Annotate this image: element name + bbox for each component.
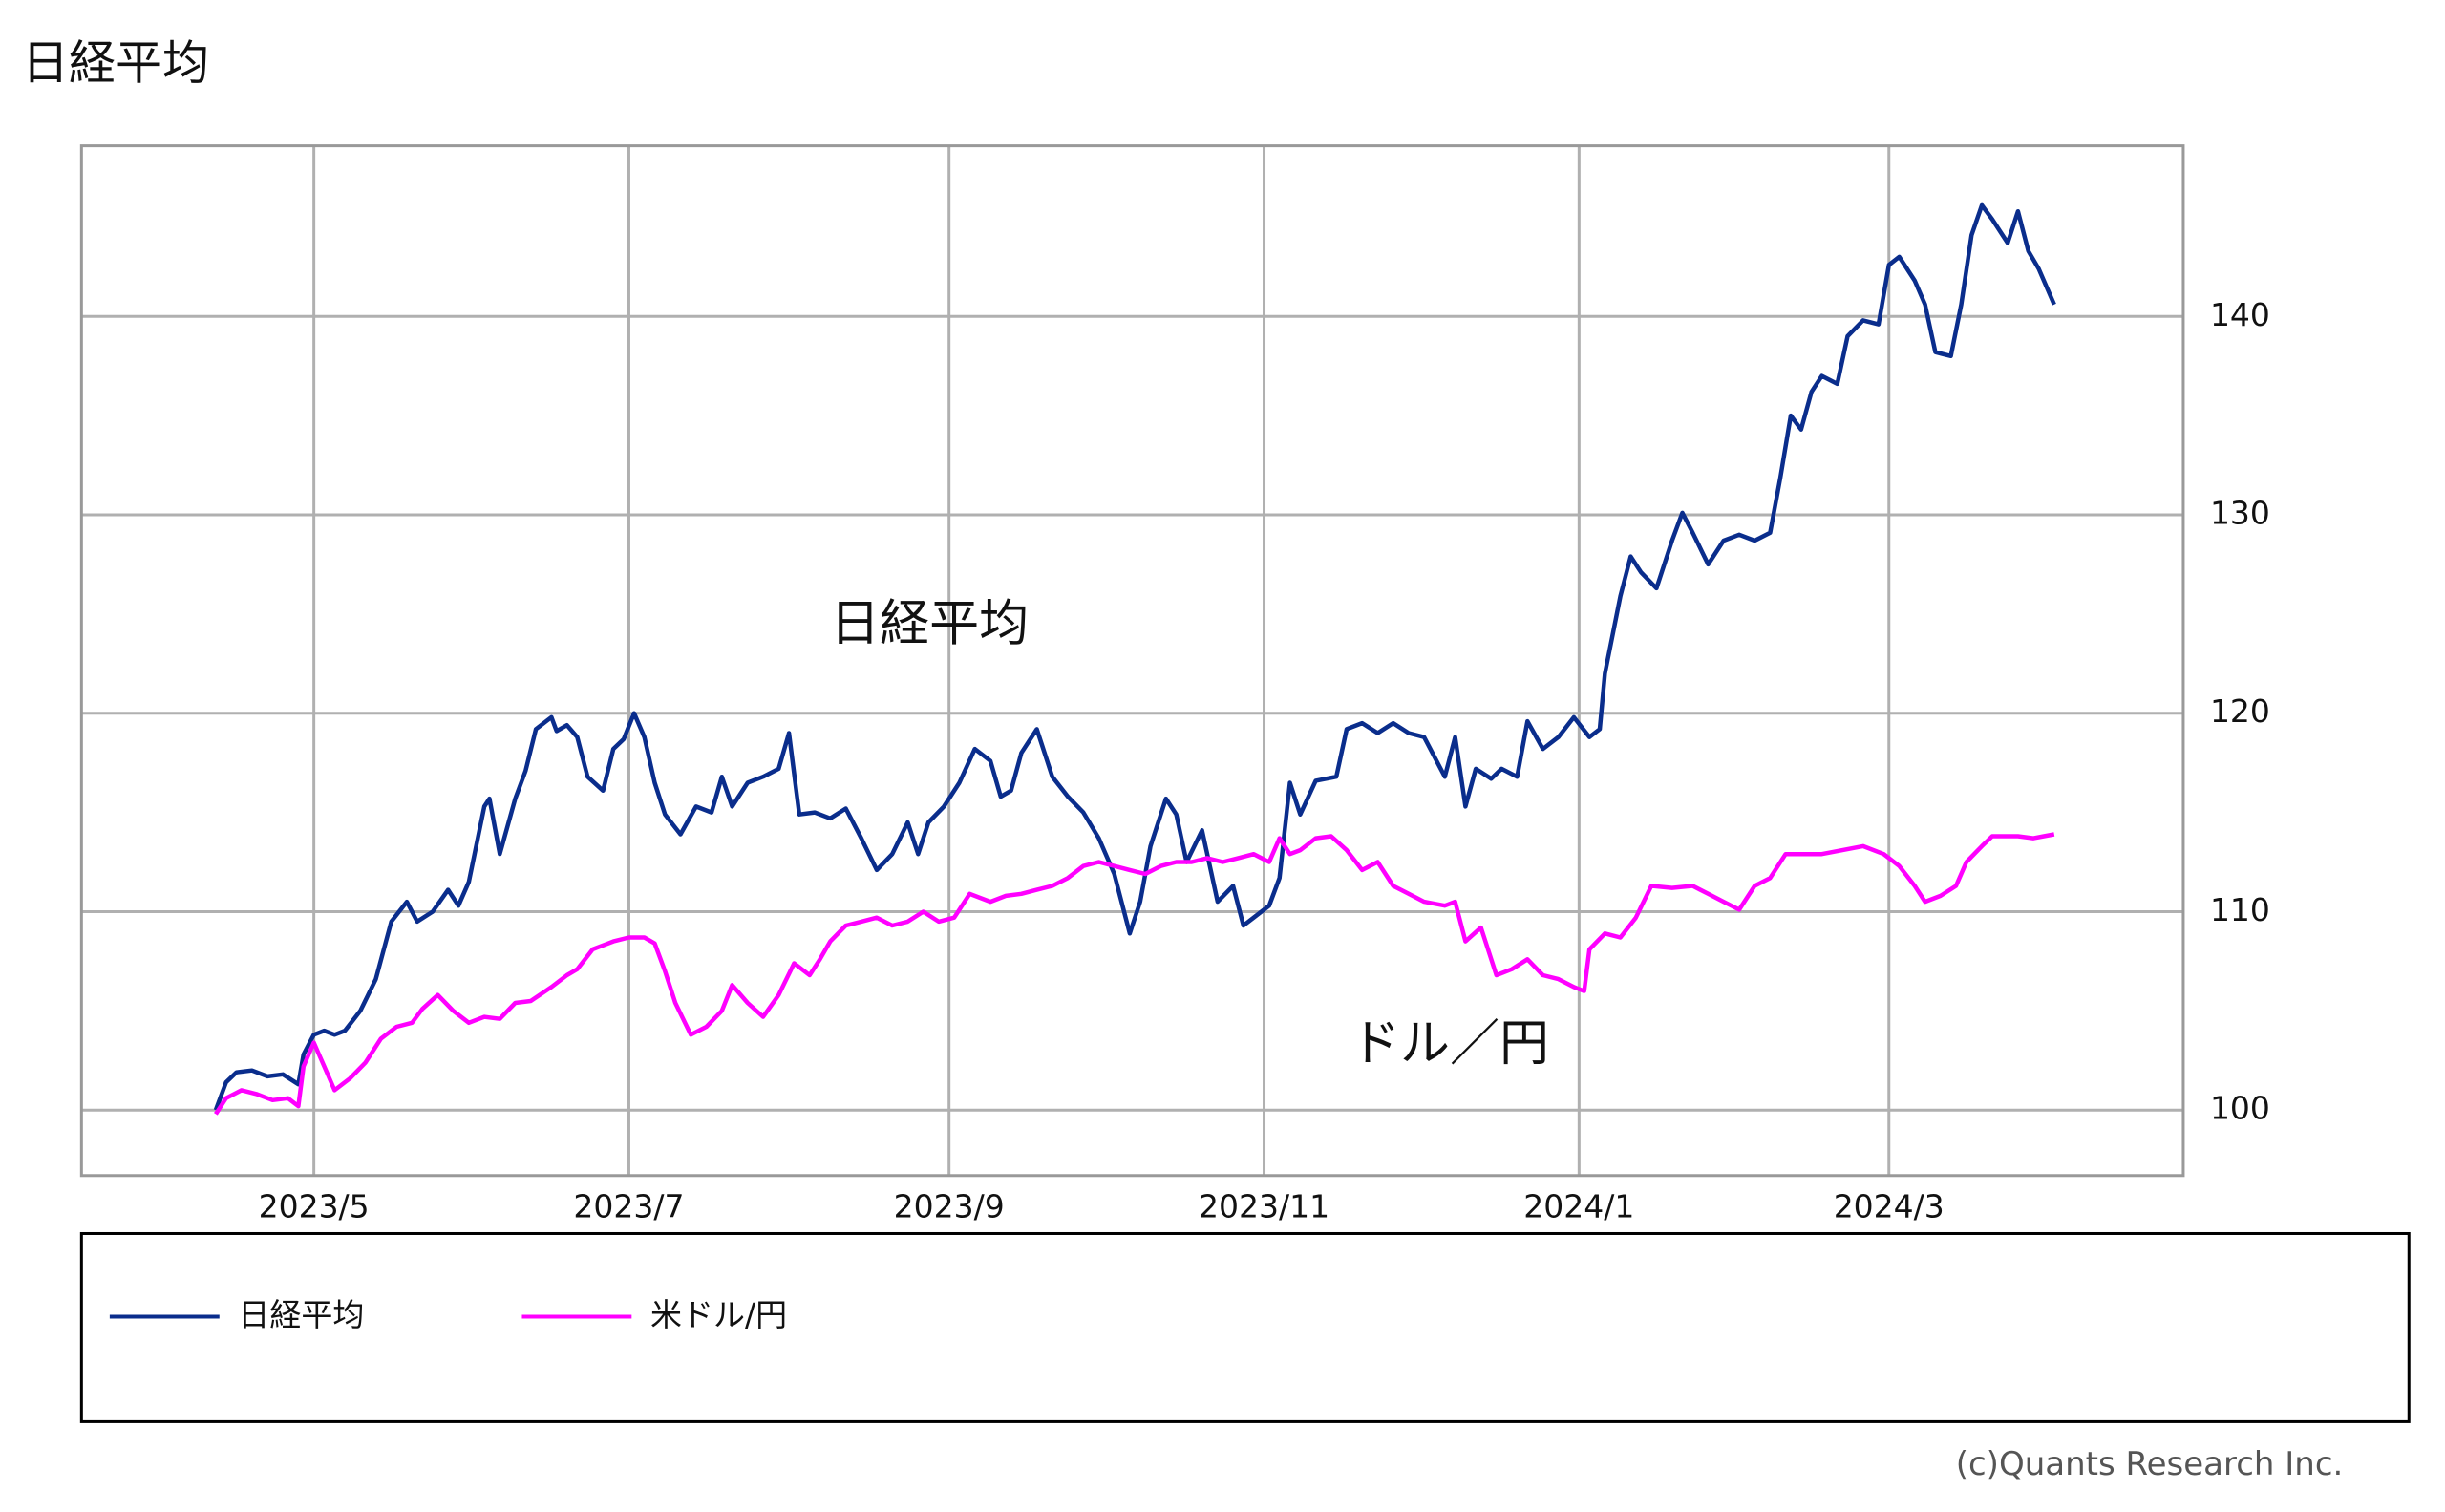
x-tick-label: 2023/7 — [573, 1187, 684, 1225]
series-line — [214, 832, 2055, 1116]
x-tick-label: 2024/1 — [1523, 1187, 1634, 1225]
annotation: ドル／円 — [1350, 1015, 1549, 1073]
x-tick-label: 2023/5 — [259, 1187, 370, 1225]
y-tick-label: 110 — [2210, 891, 2270, 928]
annotation: 日経平均 — [830, 595, 1029, 652]
legend-label: 日経平均 — [238, 1296, 364, 1333]
source-credit: (c)Quants Research Inc. — [1956, 1445, 2344, 1483]
plot-frame — [79, 144, 2185, 1178]
legend-box — [79, 1231, 2411, 1423]
y-tick-label: 140 — [2210, 296, 2270, 333]
y-tick-label: 130 — [2210, 495, 2270, 532]
x-tick-label: 2024/3 — [1834, 1187, 1945, 1225]
legend-label: 米ドル/円 — [650, 1296, 787, 1333]
x-tick-label: 2023/11 — [1199, 1187, 1329, 1225]
y-tick-label: 100 — [2210, 1090, 2270, 1127]
x-tick-label: 2023/9 — [894, 1187, 1005, 1225]
y-tick-label: 120 — [2210, 692, 2270, 730]
series-line — [213, 202, 2056, 1111]
chart-title: 日経平均 — [22, 36, 209, 91]
